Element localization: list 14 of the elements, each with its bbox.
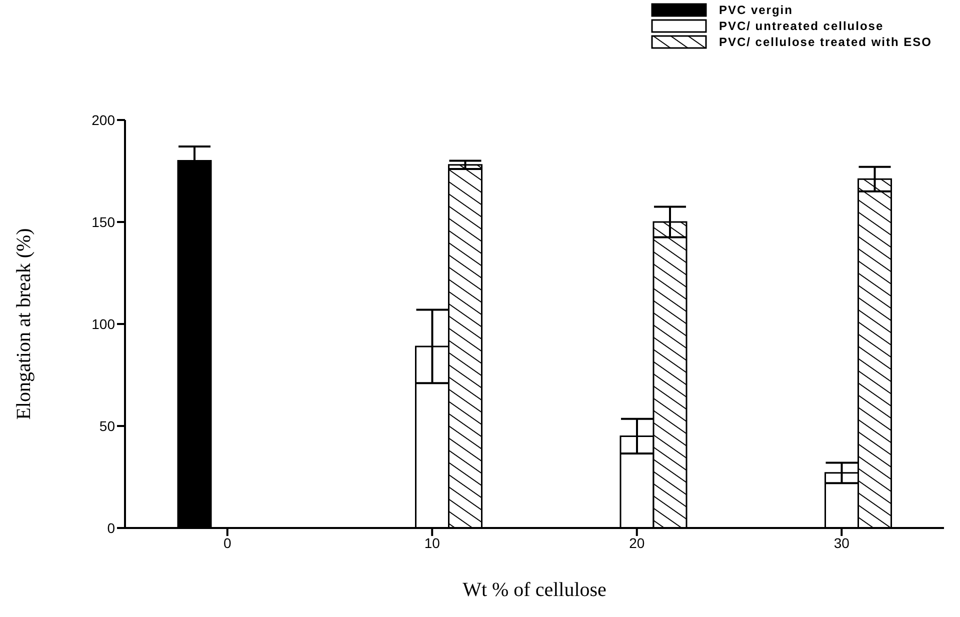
y-tick-label: 150 <box>92 214 116 230</box>
x-tick-label: 20 <box>629 534 645 551</box>
y-tick-label: 50 <box>99 418 116 434</box>
legend-label: PVC/ cellulose treated with ESO <box>718 35 932 49</box>
y-tick-label: 100 <box>92 316 116 332</box>
x-tick-label: 0 <box>223 534 232 551</box>
x-tick-label: 30 <box>834 534 850 551</box>
x-tick-label: 10 <box>424 534 440 551</box>
x-axis-title: Wt % of cellulose <box>462 579 607 601</box>
y-tick-label: 200 <box>92 112 116 128</box>
y-axis-title: Elongation at break (%) <box>13 228 36 420</box>
y-tick-label: 0 <box>107 520 116 536</box>
legend-label: PVC/ untreated cellulose <box>718 19 884 33</box>
legend-label: PVC vergin <box>718 3 793 17</box>
